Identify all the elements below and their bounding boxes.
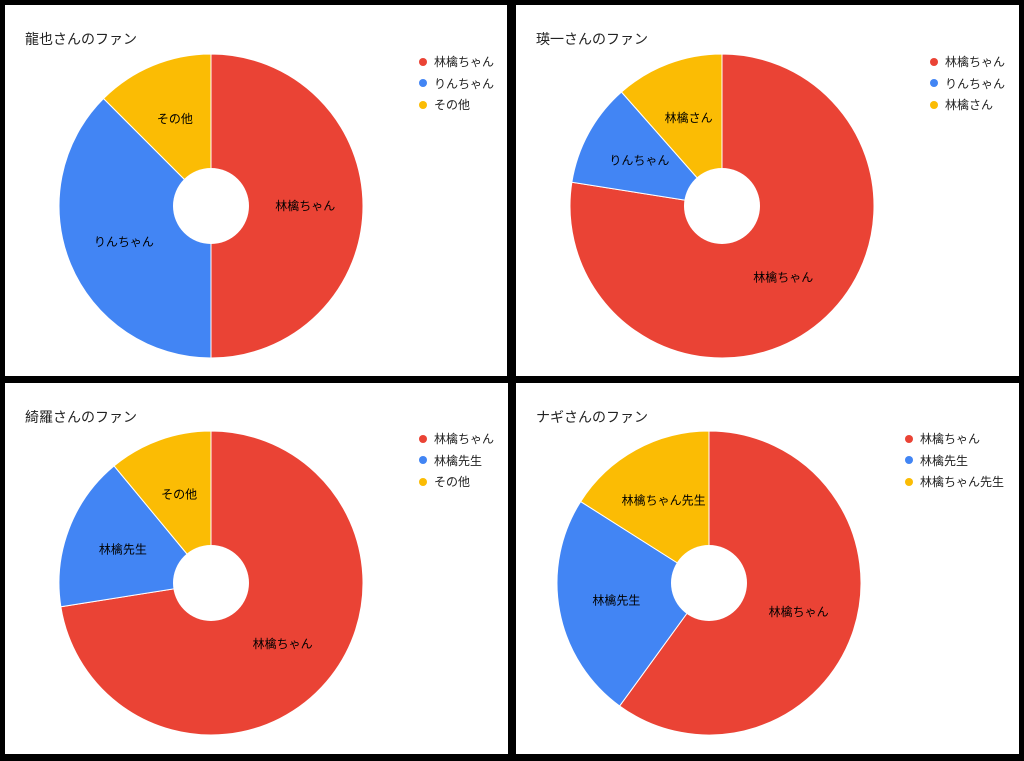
pie-slice	[620, 53, 723, 208]
pie-slice	[58, 465, 212, 608]
chart-title: ナギさんのファン	[536, 410, 648, 426]
legend-item: 林檎さん	[930, 94, 1005, 116]
legend-marker	[419, 477, 427, 486]
slice-label: 林檎先生	[592, 593, 640, 608]
slice-label: 林檎ちゃん先生	[622, 492, 706, 507]
slice-label: 林檎さん	[665, 110, 713, 125]
legend-marker	[905, 434, 913, 443]
donut-chart: 林檎ちゃん りんちゃん 林檎さん	[569, 53, 875, 359]
legend-label: 林檎ちゃん	[920, 432, 981, 447]
slice-label: りんちゃん	[94, 235, 154, 249]
donut-chart: 林檎ちゃん 林檎先生 林檎ちゃん先生	[556, 430, 862, 736]
pie-slice	[579, 430, 710, 584]
chart-legend: 林檎ちゃん りんちゃん その他	[419, 51, 494, 116]
legend-label: その他	[434, 475, 471, 490]
donut-chart: 林檎ちゃん 林檎先生 その他	[58, 430, 364, 736]
legend-item: その他	[419, 94, 494, 116]
legend-item: 林檎先生	[905, 450, 1004, 472]
legend-item: 林檎ちゃん	[419, 51, 494, 73]
legend-label: 林檎先生	[920, 453, 969, 468]
legend-marker	[419, 79, 427, 88]
legend-label: 林檎ちゃん	[945, 55, 1006, 70]
donut-hole	[173, 168, 249, 244]
legend-label: りんちゃん	[434, 76, 495, 91]
pie-slice	[102, 53, 212, 208]
slice-label: 林檎ちゃん	[769, 604, 829, 619]
slice-label: 林檎先生	[99, 542, 147, 557]
legend-label: 林檎さん	[945, 98, 994, 113]
slice-label: その他	[157, 112, 193, 126]
chart-panel-nagi: 林檎ちゃん 林檎先生 林檎ちゃん先生 ナギさんのファン 林檎ちゃん 林檎先生 林檎ち…	[516, 383, 1019, 754]
chart-panel-kira: 林檎ちゃん 林檎先生 その他 綺羅さんのファン 林檎ちゃん 林檎先生 その他	[5, 383, 508, 754]
legend-item: 林檎ちゃん先生	[905, 471, 1004, 493]
legend-label: その他	[434, 98, 471, 113]
legend-marker	[419, 434, 427, 443]
slice-label: 林檎ちゃん	[753, 270, 813, 285]
legend-marker	[419, 57, 427, 66]
slice-label: その他	[161, 487, 197, 501]
pie-slice	[556, 500, 710, 707]
pie-slice	[571, 91, 724, 207]
slice-label: りんちゃん	[609, 154, 669, 168]
legend-item: 林檎ちゃん	[930, 51, 1005, 73]
legend-marker	[905, 456, 913, 465]
legend-label: 林檎ちゃん	[434, 432, 495, 447]
chart-title: 瑛一さんのファン	[536, 32, 648, 48]
legend-marker	[905, 477, 913, 486]
legend-label: 林檎先生	[434, 453, 483, 468]
slice-label: 林檎ちゃん	[275, 198, 335, 213]
legend-marker	[419, 100, 427, 109]
donut-hole	[173, 545, 249, 621]
chart-title: 龍也さんのファン	[25, 32, 137, 48]
chart-legend: 林檎ちゃん 林檎先生 その他	[419, 428, 494, 493]
legend-label: りんちゃん	[945, 76, 1006, 91]
legend-marker	[930, 100, 938, 109]
legend-marker	[930, 79, 938, 88]
pie-slice	[58, 97, 212, 359]
legend-label: 林檎ちゃん先生	[920, 475, 1005, 490]
legend-marker	[930, 57, 938, 66]
legend-item: りんちゃん	[419, 73, 494, 95]
slice-label: 林檎ちゃん	[253, 636, 313, 651]
chart-title: 綺羅さんのファン	[25, 410, 137, 426]
legend-item: その他	[419, 471, 494, 493]
chart-legend: 林檎ちゃん 林檎先生 林檎ちゃん先生	[905, 428, 1004, 493]
legend-label: 林檎ちゃん	[434, 55, 495, 70]
pie-slice	[210, 53, 364, 359]
donut-hole	[684, 168, 760, 244]
chart-legend: 林檎ちゃん りんちゃん 林檎さん	[930, 51, 1005, 116]
chart-panel-ryuya: 林檎ちゃん りんちゃん その他 龍也さんのファン 林檎ちゃん りんちゃん その他	[5, 5, 507, 376]
legend-item: りんちゃん	[930, 73, 1005, 95]
legend-item: 林檎ちゃん	[419, 428, 494, 450]
donut-hole	[671, 545, 747, 621]
pie-slice	[113, 430, 212, 585]
legend-item: 林檎先生	[419, 450, 494, 472]
chart-panel-eiichi: 林檎ちゃん りんちゃん 林檎さん 瑛一さんのファン 林檎ちゃん りんちゃん 林檎さん	[516, 5, 1019, 376]
legend-marker	[419, 456, 427, 465]
legend-item: 林檎ちゃん	[905, 428, 1004, 450]
